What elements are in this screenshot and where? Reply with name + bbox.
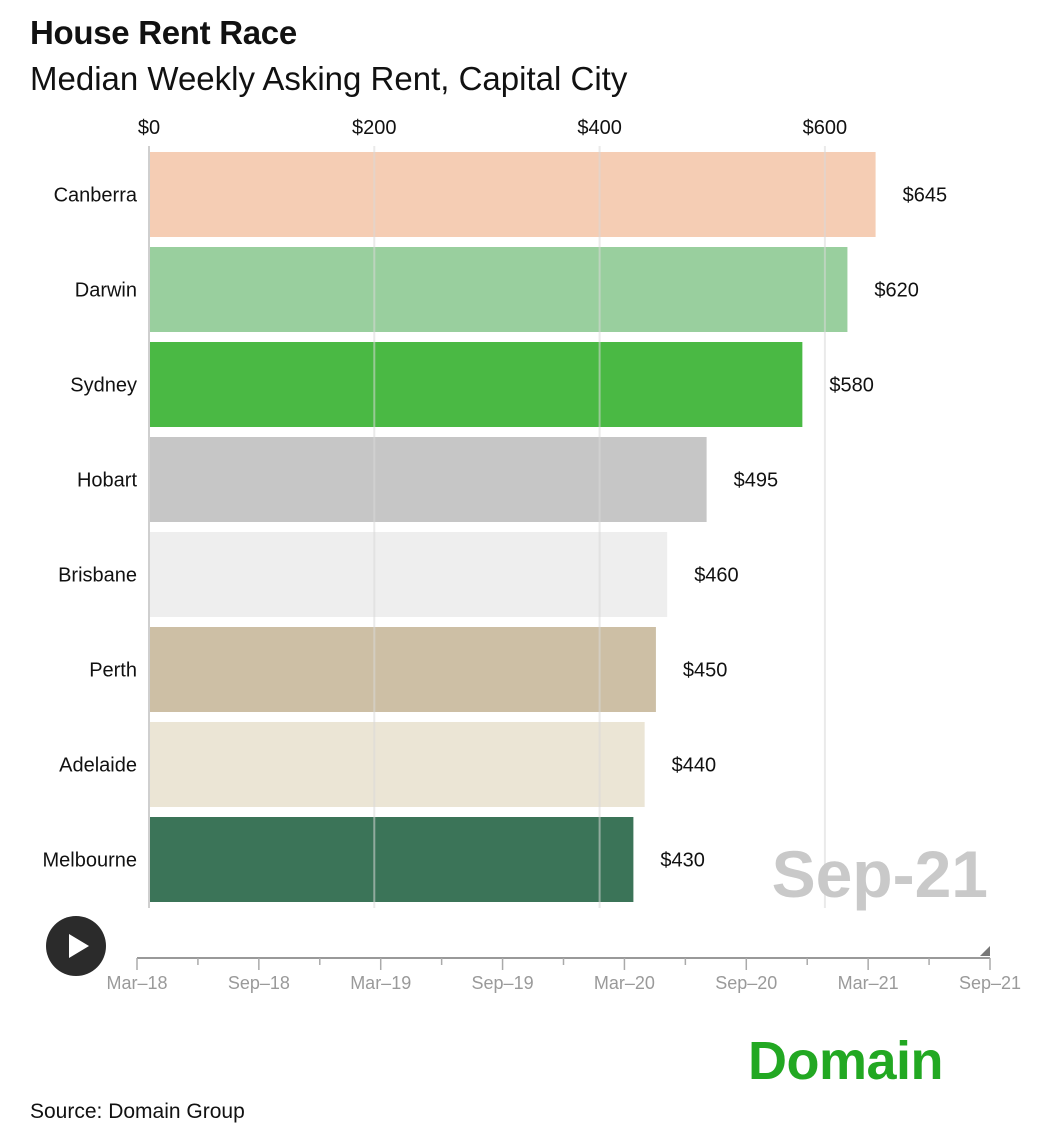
brand-logo: Domain xyxy=(748,1031,944,1091)
value-label: $495 xyxy=(734,470,779,492)
timeline-label: Sep–21 xyxy=(959,973,1021,993)
x-tick-label: $400 xyxy=(577,117,622,139)
timeline-label: Mar–19 xyxy=(350,973,411,993)
value-label: $430 xyxy=(660,850,705,872)
chart-subtitle: Median Weekly Asking Rent, Capital City xyxy=(30,60,628,97)
bar xyxy=(149,152,876,237)
bar xyxy=(149,722,645,807)
value-label: $440 xyxy=(672,755,717,777)
x-tick-label: $600 xyxy=(803,117,848,139)
category-label: Sydney xyxy=(70,375,137,397)
category-label: Adelaide xyxy=(59,755,137,777)
category-label: Brisbane xyxy=(58,565,137,587)
value-label: $620 xyxy=(874,280,919,302)
timeline-label: Sep–19 xyxy=(472,973,534,993)
bar xyxy=(149,627,656,712)
bar xyxy=(149,437,707,522)
value-label: $645 xyxy=(903,185,948,207)
bar-chart: $0 $200 $400 $600 Canberra $645 Darwin $620 Sydn… xyxy=(42,117,1021,993)
timeline-label: Mar–18 xyxy=(106,973,167,993)
category-label: Perth xyxy=(89,660,137,682)
timeline-label: Sep–18 xyxy=(228,973,290,993)
play-button[interactable] xyxy=(46,916,106,976)
timeline-label: Mar–20 xyxy=(594,973,655,993)
value-label: $450 xyxy=(683,660,728,682)
bar xyxy=(149,817,634,902)
category-label: Canberra xyxy=(54,185,138,207)
play-icon xyxy=(69,934,89,958)
x-tick-label: $200 xyxy=(352,117,397,139)
bar xyxy=(149,247,848,332)
category-label: Darwin xyxy=(75,280,137,302)
period-label: Sep-21 xyxy=(772,837,988,911)
source-note: Source: Domain Group xyxy=(30,1100,245,1123)
chart-title: House Rent Race xyxy=(30,14,297,51)
timeline-label: Sep–20 xyxy=(715,973,777,993)
category-label: Melbourne xyxy=(42,850,137,872)
x-tick-label: $0 xyxy=(138,117,160,139)
bar xyxy=(149,342,803,427)
timeline-label: Mar–21 xyxy=(838,973,899,993)
timeline-handle[interactable] xyxy=(980,946,990,956)
value-label: $460 xyxy=(694,565,739,587)
category-label: Hobart xyxy=(77,470,137,492)
value-label: $580 xyxy=(829,375,874,397)
bar xyxy=(149,532,668,617)
